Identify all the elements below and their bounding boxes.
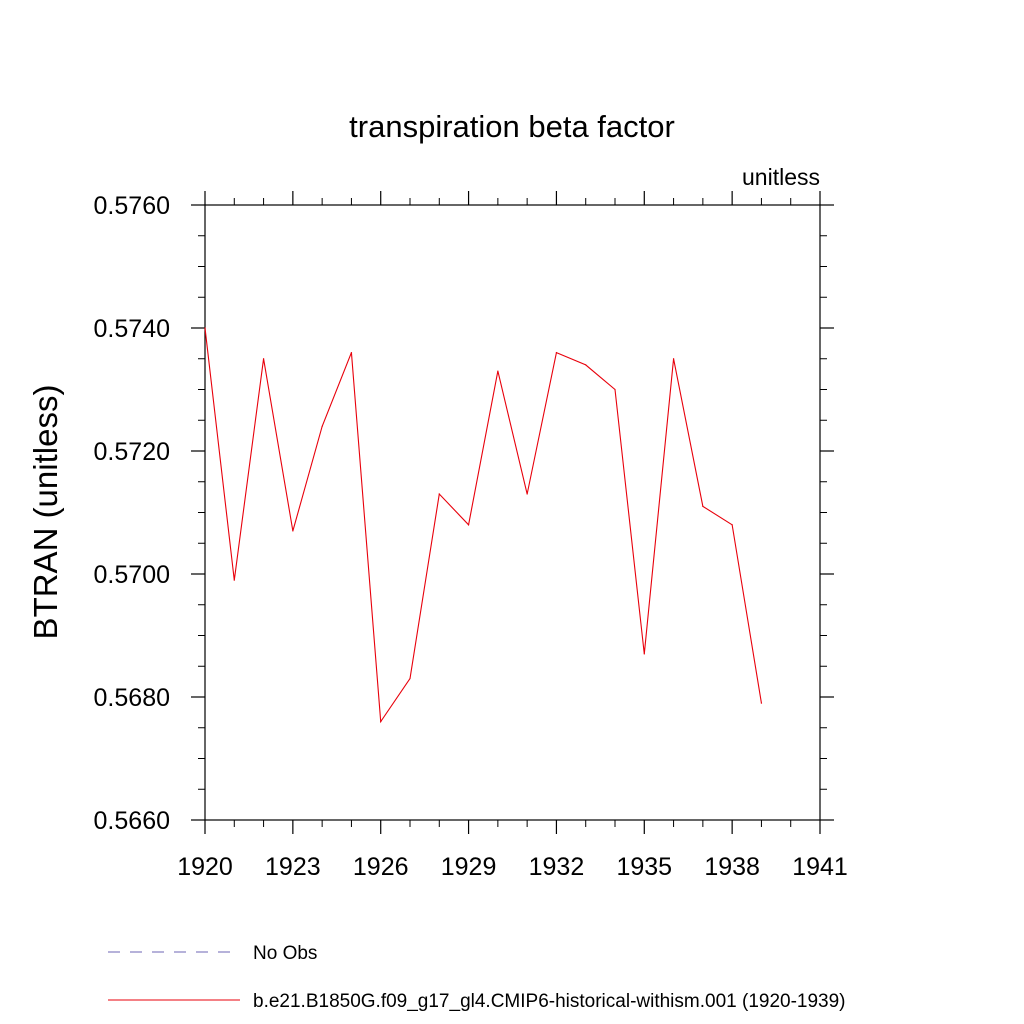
x-tick-label: 1926 [353,853,409,881]
x-tick-label: 1932 [529,853,585,881]
x-tick-label: 1935 [616,853,672,881]
data-point [292,530,294,532]
data-point [643,653,645,655]
data-point [760,702,763,704]
data-point [702,505,704,507]
chart-title: transpiration beta factor [349,109,675,144]
data-point [467,524,470,526]
y-tick-label: 0.5760 [94,192,170,220]
series-line-1 [204,327,762,724]
data-point [321,425,323,427]
data-point [614,388,616,391]
y-tick-labels: 0.5660 0.5680 0.5700 0.5720 0.5740 0.5760 [94,192,170,835]
y-tick-label: 0.5680 [94,684,170,712]
x-tick-label: 1920 [177,853,233,881]
x-tick-label: 1938 [704,853,760,881]
data-point [555,352,558,354]
axis-ticks [191,191,834,834]
legend-label-1: b.e21.B1850G.f09_g17_gl4.CMIP6-historica… [253,991,846,1012]
x-tick-label: 1923 [265,853,321,881]
x-tick-label: 1929 [441,853,497,881]
y-tick-label: 0.5700 [94,561,170,589]
y-axis-label: BTRAN (unitless) [27,385,64,640]
data-point [585,364,587,366]
data-point [409,677,411,680]
x-tick-label: 1941 [792,853,848,881]
y-tick-label: 0.5720 [94,438,170,466]
y-tick-label: 0.5740 [94,315,170,343]
x-tick-labels: 1920 1923 1926 1929 1932 1935 1938 1941 [177,853,848,881]
legend: No Obs b.e21.B1850G.f09_g17_gl4.CMIP6-his… [108,943,846,1012]
data-point [526,493,528,495]
data-point [262,358,265,360]
data-point [233,579,235,581]
data-point [731,524,733,526]
legend-label-0: No Obs [253,943,317,964]
data-point [438,493,440,495]
chart-subtitle: unitless [742,164,820,190]
data-point [204,327,206,329]
plot-frame [204,204,821,821]
data-point [497,370,499,372]
y-tick-label: 0.5660 [94,807,170,835]
data-point [672,358,675,360]
data-point [380,721,382,723]
series-lines [204,327,763,724]
data-point [350,352,353,354]
